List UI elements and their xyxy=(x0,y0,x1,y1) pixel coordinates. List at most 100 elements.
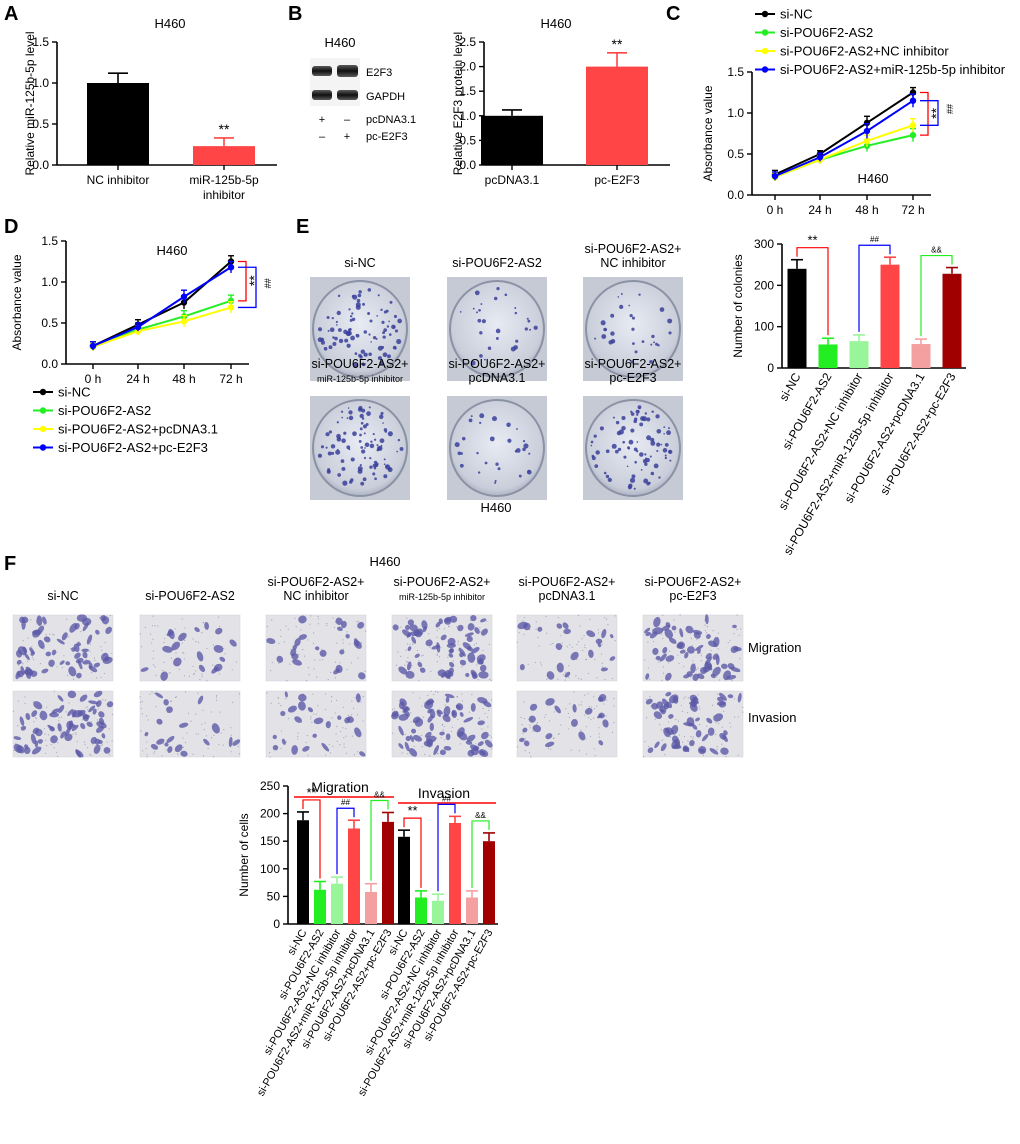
membrane-pore xyxy=(219,711,221,713)
colony-dot xyxy=(660,443,663,446)
stained-cell xyxy=(48,659,55,667)
chart-title: H460 xyxy=(154,16,185,31)
stained-cell xyxy=(71,724,79,732)
membrane-pore xyxy=(733,698,735,700)
stained-cell xyxy=(438,618,443,625)
membrane-pore xyxy=(699,708,701,710)
membrane-pore xyxy=(190,720,192,722)
bar xyxy=(382,821,394,924)
colony-dot xyxy=(361,449,366,454)
colony-dot xyxy=(317,337,323,343)
colony-dot xyxy=(491,416,498,422)
colony-dot xyxy=(632,342,635,346)
membrane-pore xyxy=(72,733,74,735)
stained-cell xyxy=(405,624,410,631)
colony-dot xyxy=(608,340,613,345)
membrane-pore xyxy=(58,716,60,719)
stained-cell xyxy=(174,744,183,753)
membrane-pore xyxy=(546,678,548,680)
stained-cell xyxy=(20,725,27,731)
membrane-pore xyxy=(644,659,646,661)
bar xyxy=(849,341,869,368)
membrane-pore xyxy=(17,725,19,727)
membrane-pore xyxy=(416,649,419,652)
stained-cell xyxy=(358,672,366,680)
membrane-pore xyxy=(321,648,323,650)
micrograph-title: H460 xyxy=(369,554,400,569)
colony-dot xyxy=(347,407,350,409)
colony-dot xyxy=(373,438,377,441)
membrane-pore xyxy=(584,644,586,646)
membrane-pore xyxy=(429,646,431,648)
stained-cell xyxy=(272,734,277,740)
stained-cell xyxy=(171,641,181,651)
membrane-pore xyxy=(438,656,441,658)
membrane-pore xyxy=(319,659,321,661)
x-tick-label: 24 h xyxy=(808,203,831,217)
colony-dot xyxy=(328,345,333,350)
stained-cell xyxy=(719,692,727,701)
membrane-pore xyxy=(593,696,595,698)
stained-cell xyxy=(439,749,446,756)
membrane-pore xyxy=(76,740,78,743)
membrane-pore xyxy=(457,640,460,642)
panel-letter-d: D xyxy=(4,216,18,238)
stained-cell xyxy=(19,716,25,726)
bar xyxy=(314,889,326,924)
membrane-pore xyxy=(613,722,615,724)
stained-cell xyxy=(30,733,37,745)
stained-cell xyxy=(477,741,484,747)
colony-dot xyxy=(607,477,612,483)
colony-dot xyxy=(343,431,347,435)
colony-dot xyxy=(504,293,508,297)
membrane-pore xyxy=(184,691,187,693)
membrane-pore xyxy=(578,704,580,706)
stained-cell xyxy=(679,628,684,638)
membrane-pore xyxy=(718,722,720,725)
membrane-pore xyxy=(589,735,592,738)
membrane-pore xyxy=(316,676,318,678)
membrane-pore xyxy=(565,708,567,710)
membrane-pore xyxy=(283,641,285,643)
membrane-pore xyxy=(326,624,328,627)
colony-dot xyxy=(481,319,486,324)
stained-cell xyxy=(106,701,114,708)
membrane-pore xyxy=(711,704,714,706)
membrane-pore xyxy=(330,671,332,674)
membrane-pore xyxy=(567,712,569,715)
colony-dot xyxy=(489,436,495,442)
stained-cell xyxy=(163,699,169,706)
colony-dot xyxy=(595,450,600,455)
membrane-pore xyxy=(420,734,422,737)
bar xyxy=(87,83,149,165)
membrane-pore xyxy=(585,726,587,728)
colony-dot xyxy=(332,336,335,339)
colony-dot xyxy=(668,331,672,335)
series-line xyxy=(92,306,232,348)
membrane-pore xyxy=(661,739,663,741)
membrane-pore xyxy=(681,741,684,743)
membrane-pore xyxy=(604,678,606,681)
membrane-pore xyxy=(742,711,744,713)
stained-cell xyxy=(668,637,677,644)
colony-dot xyxy=(363,456,367,460)
colony-dot xyxy=(522,447,526,452)
stained-cell xyxy=(692,673,700,681)
colony-dot xyxy=(515,448,521,453)
membrane-pore xyxy=(163,661,165,663)
membrane-pore xyxy=(597,629,599,631)
micrograph xyxy=(265,690,367,758)
stained-cell xyxy=(448,648,454,654)
membrane-pore xyxy=(461,700,464,702)
stained-cell xyxy=(663,727,671,738)
membrane-pore xyxy=(441,724,443,726)
membrane-pore xyxy=(146,756,148,758)
membrane-pore xyxy=(687,740,689,742)
colony-dot xyxy=(335,320,338,324)
stained-cell xyxy=(313,717,324,725)
membrane-pore xyxy=(46,744,48,747)
colony-dot xyxy=(628,304,631,307)
membrane-pore xyxy=(141,646,143,648)
membrane-pore xyxy=(647,641,649,643)
